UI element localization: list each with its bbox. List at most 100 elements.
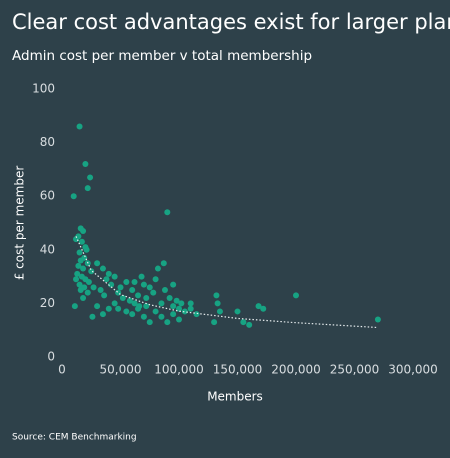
point [293, 292, 299, 299]
x-axis-label: Members [207, 390, 263, 404]
point [80, 228, 87, 235]
chart-subtitle: Admin cost per member v total membership [12, 48, 312, 64]
point [135, 292, 142, 299]
point [105, 305, 112, 312]
point [123, 308, 130, 315]
point [213, 292, 220, 299]
point [166, 295, 173, 302]
x-tick-label: 300,000 [388, 363, 438, 377]
point [82, 161, 89, 168]
y-tick-label: 40 [40, 242, 55, 256]
point [164, 319, 171, 326]
point [73, 276, 80, 283]
point [255, 303, 262, 310]
point [193, 311, 200, 318]
y-tick-label: 80 [40, 135, 55, 149]
point [374, 316, 381, 323]
point [119, 295, 126, 302]
point [74, 270, 81, 277]
point [80, 265, 87, 272]
point [77, 287, 84, 293]
point [99, 311, 106, 318]
point [152, 276, 159, 283]
point [146, 284, 153, 291]
point [152, 308, 159, 315]
point [84, 185, 91, 192]
point [170, 303, 177, 310]
point [161, 287, 168, 293]
point [240, 319, 247, 326]
point [143, 303, 150, 310]
point [78, 238, 85, 245]
x-tick-label: 150,000 [213, 363, 263, 377]
point [140, 313, 147, 320]
x-tick-label: 50,000 [100, 363, 142, 377]
point [170, 311, 177, 318]
point [101, 292, 108, 299]
point [94, 303, 101, 310]
point [140, 281, 147, 288]
point [187, 305, 194, 312]
point [160, 260, 167, 267]
point [131, 300, 138, 307]
point [123, 278, 130, 285]
point [85, 278, 92, 285]
point [170, 281, 177, 288]
x-tick-label: 250,000 [330, 363, 380, 377]
point [126, 297, 133, 304]
point [111, 300, 118, 307]
x-tick-label: 200,000 [271, 363, 321, 377]
point [83, 246, 90, 253]
x-tick-label: 100,000 [154, 363, 204, 377]
point [146, 319, 153, 326]
point [158, 313, 165, 320]
point [105, 270, 112, 277]
point [111, 273, 118, 280]
point [129, 311, 136, 318]
point [216, 308, 223, 315]
y-tick-label: 100 [32, 82, 55, 96]
x-tick-label: 0 [58, 363, 66, 377]
point [154, 265, 161, 272]
point [103, 276, 110, 283]
point [143, 295, 150, 302]
point [71, 303, 78, 310]
point [76, 249, 83, 256]
point [99, 265, 106, 272]
point [89, 313, 96, 320]
chart-title: Clear cost advantages exist for larger p… [12, 10, 450, 34]
point [178, 300, 185, 307]
point [260, 305, 267, 312]
point [246, 321, 253, 328]
y-tick-label: 20 [40, 296, 55, 310]
point [173, 297, 180, 304]
point [87, 174, 94, 181]
y-tick-label: 0 [47, 350, 55, 364]
point [176, 316, 182, 323]
point [234, 308, 241, 315]
y-tick-label: 60 [40, 189, 55, 203]
point [88, 268, 95, 275]
source: Source: CEM Benchmarking [12, 433, 137, 443]
point [181, 308, 188, 315]
point [75, 262, 82, 269]
point [158, 300, 165, 307]
point [136, 303, 143, 310]
point [76, 123, 83, 130]
point [211, 319, 218, 326]
point [94, 260, 101, 267]
point [76, 281, 83, 288]
point [131, 278, 138, 285]
point [84, 289, 91, 296]
point [164, 209, 171, 216]
point [80, 295, 87, 302]
point [115, 289, 122, 296]
point [108, 281, 115, 288]
point [129, 287, 136, 293]
point [115, 305, 122, 312]
point [97, 287, 104, 293]
point [150, 289, 157, 296]
point [90, 284, 97, 291]
